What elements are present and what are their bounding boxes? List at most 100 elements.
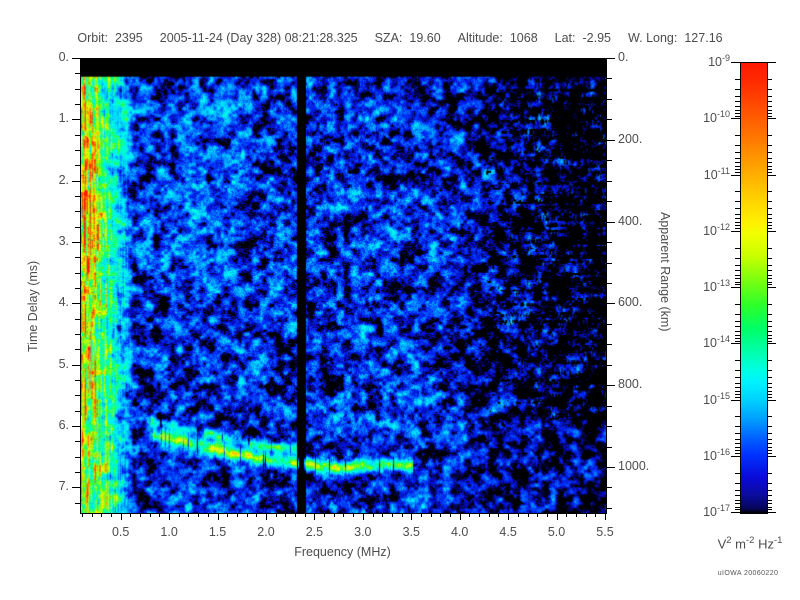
axis-tick — [402, 513, 403, 517]
colorbar-minor-tick — [767, 270, 772, 271]
axis-tick — [75, 288, 80, 289]
axis-tick-label: 2.0 — [257, 525, 275, 539]
colorbar-minor-tick — [735, 79, 740, 80]
axis-tick — [363, 513, 364, 520]
unit-hz: Hz — [754, 536, 774, 552]
colorbar-minor-tick — [767, 443, 772, 444]
colorbar-minor-tick — [735, 473, 740, 474]
axis-tick — [431, 513, 432, 517]
axis-tick — [75, 165, 80, 166]
colorbar-minor-tick — [767, 370, 772, 371]
colorbar-unit-label: V2 m-2 Hz-1 — [700, 535, 800, 551]
spectrogram-plot-area — [80, 58, 607, 514]
axis-tick — [75, 196, 80, 197]
colorbar-minor-tick — [767, 158, 772, 159]
colorbar-minor-tick — [735, 258, 740, 259]
axis-tick-label: 0. — [58, 50, 69, 64]
axis-tick-label: 4. — [58, 295, 69, 310]
colorbar-minor-tick — [767, 338, 772, 339]
axis-tick — [334, 513, 335, 517]
colorbar-minor-tick — [735, 483, 740, 484]
colorbar-minor-tick — [767, 169, 772, 170]
axis-tick — [607, 344, 612, 345]
colorbar-minor-tick — [767, 218, 772, 219]
axis-tick-label: 1. — [58, 111, 69, 126]
axis-tick — [607, 406, 612, 407]
colorbar-minor-tick — [767, 490, 772, 491]
axis-tick — [140, 513, 141, 517]
axis-tick — [537, 513, 538, 517]
axis-tick — [72, 181, 80, 182]
colorbar-minor-tick — [767, 360, 772, 361]
colorbar-minor-tick — [767, 416, 772, 417]
unit-m: m — [731, 536, 746, 552]
colorbar-minor-tick — [735, 453, 740, 454]
axis-tick — [607, 99, 612, 100]
axis-tick — [72, 242, 80, 243]
colorbar-minor-tick — [735, 208, 740, 209]
axis-tick — [607, 365, 612, 366]
colorbar-minor-tick — [767, 201, 772, 202]
axis-tick — [382, 513, 383, 517]
colorbar-tick — [731, 118, 740, 119]
axis-tick — [101, 513, 102, 517]
axis-tick — [607, 160, 612, 161]
colorbar-minor-tick — [735, 360, 740, 361]
axis-tick — [75, 380, 80, 381]
axis-tick — [75, 472, 80, 473]
axis-tick — [607, 324, 612, 325]
colorbar-tick-label: 10-10 — [703, 109, 730, 126]
colorbar-minor-tick — [735, 222, 740, 223]
axis-tick — [75, 319, 80, 320]
axis-tick — [266, 513, 267, 520]
colorbar-minor-tick — [767, 503, 772, 504]
colorbar-minor-tick — [735, 387, 740, 388]
colorbar-minor-tick — [767, 106, 772, 107]
colorbar-tick — [731, 456, 740, 457]
colorbar-minor-tick — [767, 79, 772, 80]
colorbar-minor-tick — [767, 110, 772, 111]
axis-tick — [75, 150, 80, 151]
colorbar-minor-tick — [767, 426, 772, 427]
axis-tick — [343, 513, 344, 517]
colorbar-minor-tick — [735, 447, 740, 448]
colorbar-minor-tick — [767, 314, 772, 315]
axis-tick-label: 800. — [618, 377, 643, 392]
axis-tick — [179, 513, 180, 517]
colorbar-tick-label: 10-17 — [703, 503, 730, 520]
colorbar-minor-tick — [767, 166, 772, 167]
altitude-label: Altitude: — [457, 31, 503, 45]
colorbar-minor-tick — [735, 377, 740, 378]
colorbar-minor-tick — [735, 228, 740, 229]
colorbar-minor-tick — [767, 483, 772, 484]
colorbar-tick — [767, 456, 776, 457]
axis-tick — [82, 513, 83, 517]
axis-tick — [75, 73, 80, 74]
colorbar-minor-tick — [767, 326, 772, 327]
colorbar-minor-tick — [735, 507, 740, 508]
colorbar-minor-tick — [767, 101, 772, 102]
axis-tick-label: 1000. — [618, 459, 650, 473]
colorbar-minor-tick — [767, 265, 772, 266]
axis-tick — [518, 513, 519, 517]
axis-tick — [75, 411, 80, 412]
colorbar-minor-tick — [767, 116, 772, 117]
colorbar-minor-tick — [767, 225, 772, 226]
axis-tick — [75, 211, 80, 212]
colorbar-minor-tick — [735, 113, 740, 114]
colorbar-minor-tick — [735, 96, 740, 97]
axis-tick-label: 2.5 — [305, 525, 324, 539]
axis-tick — [460, 513, 461, 520]
axis-tick — [75, 257, 80, 258]
lat-value: -2.95 — [582, 31, 612, 45]
colorbar-minor-tick — [735, 158, 740, 159]
colorbar-minor-tick — [735, 509, 740, 510]
axis-tick — [75, 457, 80, 458]
axis-tick — [557, 513, 558, 520]
colorbar-minor-tick — [767, 191, 772, 192]
axis-tick — [72, 303, 80, 304]
axis-tick — [75, 273, 80, 274]
axis-tick-label: 4.5 — [499, 525, 517, 539]
colorbar-minor-tick — [735, 495, 740, 496]
colorbar-minor-tick — [735, 326, 740, 327]
